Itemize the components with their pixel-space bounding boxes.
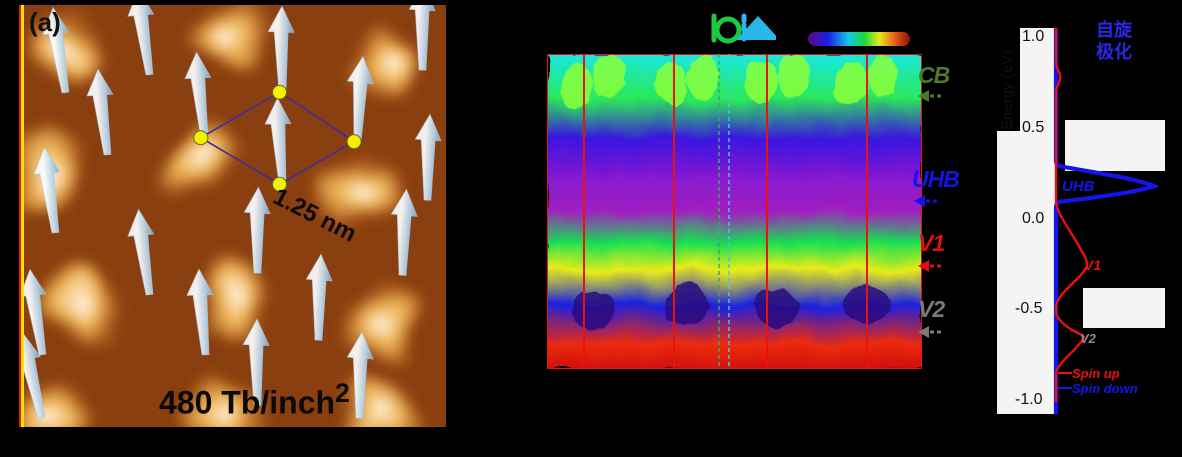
svg-text:V1: V1 <box>1084 257 1101 273</box>
svg-text:UHB: UHB <box>1062 178 1095 195</box>
svg-text:V2: V2 <box>1080 331 1097 346</box>
svg-text:Spin up: Spin up <box>1072 366 1120 381</box>
svg-text:Spin down: Spin down <box>1072 381 1138 396</box>
